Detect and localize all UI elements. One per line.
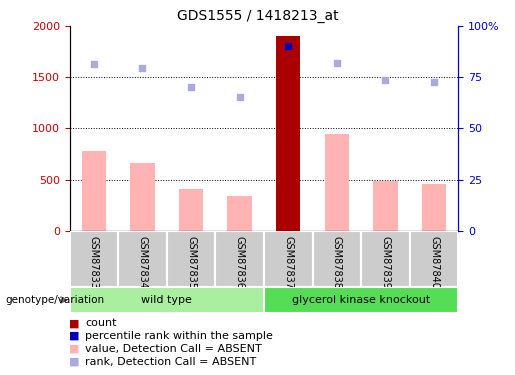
Text: GDS1555 / 1418213_at: GDS1555 / 1418213_at	[177, 9, 338, 23]
Bar	[264, 287, 458, 313]
Bar	[228, 196, 252, 231]
Text: ■: ■	[70, 318, 80, 328]
Bar	[313, 231, 361, 287]
Bar	[82, 152, 106, 231]
Bar	[215, 231, 264, 287]
Point	[90, 61, 98, 67]
Bar	[264, 231, 313, 287]
Text: GSM87838: GSM87838	[332, 236, 342, 289]
Point	[381, 77, 389, 83]
Bar	[324, 134, 349, 231]
Text: GSM87834: GSM87834	[138, 236, 147, 289]
Text: wild type: wild type	[141, 295, 192, 305]
Bar	[179, 189, 203, 231]
Bar	[118, 231, 167, 287]
Bar	[410, 231, 458, 287]
Bar	[276, 36, 300, 231]
Text: ■: ■	[70, 357, 80, 366]
Text: GSM87840: GSM87840	[429, 236, 439, 289]
Bar	[130, 163, 154, 231]
Point	[333, 60, 341, 66]
Text: GSM87835: GSM87835	[186, 236, 196, 289]
Text: ■: ■	[70, 331, 80, 341]
Text: GSM87839: GSM87839	[381, 236, 390, 289]
Text: ■: ■	[70, 344, 80, 354]
Point	[235, 94, 244, 100]
Point	[430, 80, 438, 86]
Bar	[167, 231, 215, 287]
Text: GSM87837: GSM87837	[283, 236, 293, 289]
Bar	[70, 287, 264, 313]
Bar	[70, 231, 118, 287]
Text: glycerol kinase knockout: glycerol kinase knockout	[292, 295, 430, 305]
Text: GSM87833: GSM87833	[89, 236, 99, 289]
Point	[187, 84, 195, 90]
Text: rank, Detection Call = ABSENT: rank, Detection Call = ABSENT	[85, 357, 256, 366]
Text: genotype/variation: genotype/variation	[5, 295, 104, 305]
Text: GSM87836: GSM87836	[235, 236, 245, 289]
Point	[284, 43, 293, 49]
Text: percentile rank within the sample: percentile rank within the sample	[85, 331, 273, 341]
Text: value, Detection Call = ABSENT: value, Detection Call = ABSENT	[85, 344, 262, 354]
Point	[139, 65, 147, 71]
Text: count: count	[85, 318, 116, 328]
Bar	[422, 184, 446, 231]
Bar	[373, 180, 398, 231]
Bar	[361, 231, 410, 287]
